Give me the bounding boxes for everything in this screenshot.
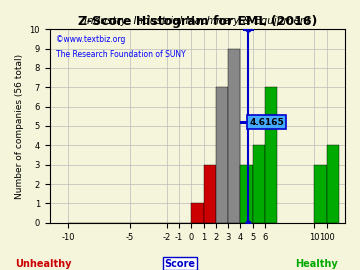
Bar <box>327 145 339 223</box>
Text: Healthy: Healthy <box>296 259 338 269</box>
Bar <box>191 203 203 223</box>
Text: ©www.textbiz.org: ©www.textbiz.org <box>56 35 125 44</box>
Text: Unhealthy: Unhealthy <box>15 259 71 269</box>
Bar <box>253 145 265 223</box>
Text: Industry: Industrial Machinery & Equipment: Industry: Industrial Machinery & Equipme… <box>84 16 311 26</box>
Text: 4.6165: 4.6165 <box>249 118 284 127</box>
Bar <box>265 87 277 223</box>
Y-axis label: Number of companies (56 total): Number of companies (56 total) <box>15 53 24 198</box>
Bar <box>314 165 327 223</box>
Text: Score: Score <box>165 259 195 269</box>
Bar <box>216 87 228 223</box>
Bar <box>240 165 253 223</box>
Text: The Research Foundation of SUNY: The Research Foundation of SUNY <box>56 50 185 59</box>
Bar <box>228 49 240 223</box>
Title: Z-Score Histogram for EML (2016): Z-Score Histogram for EML (2016) <box>78 15 317 28</box>
Bar <box>203 165 216 223</box>
